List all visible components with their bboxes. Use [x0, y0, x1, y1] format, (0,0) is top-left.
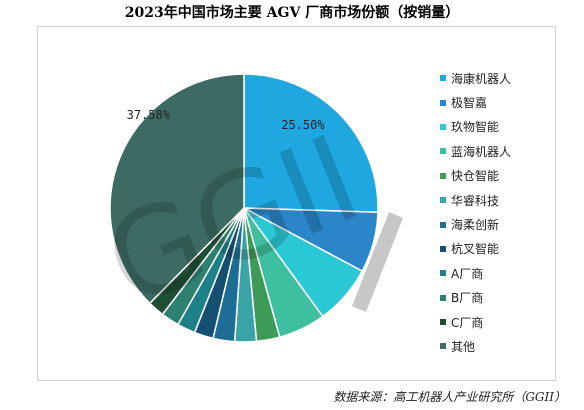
source-note: 数据来源：高工机器人产业研究所（GGII） — [333, 390, 566, 404]
legend-swatch — [440, 270, 446, 277]
legend-label: 海柔创新 — [451, 218, 500, 233]
legend-label: 海康机器人 — [451, 71, 512, 86]
legend-item-华睿科技: 华睿科技 — [440, 188, 550, 212]
legend-label: 快仓智能 — [451, 169, 500, 184]
legend-label: 玖物智能 — [451, 120, 500, 135]
legend-swatch — [440, 75, 446, 82]
legend-swatch — [440, 294, 446, 301]
legend-item-快仓智能: 快仓智能 — [440, 164, 550, 188]
legend-swatch — [440, 197, 446, 204]
legend-item-C厂商: C厂商 — [440, 310, 550, 334]
data-label-海康机器人: 25.50% — [281, 118, 325, 132]
legend-label: 极智嘉 — [451, 96, 488, 111]
legend-item-海康机器人: 海康机器人 — [440, 66, 550, 90]
legend-label: 其他 — [451, 339, 476, 354]
legend-item-B厂商: B厂商 — [440, 286, 550, 310]
legend-label: A厂商 — [451, 266, 484, 281]
legend: 海康机器人极智嘉玖物智能蓝海机器人快仓智能华睿科技海柔创新杭叉智能 A厂商 B厂商 C… — [440, 66, 550, 359]
legend-item-杭叉智能: 杭叉智能 — [440, 237, 550, 261]
watermark-stroke — [352, 212, 403, 312]
data-label-其他: 37.58% — [127, 108, 171, 122]
legend-swatch — [440, 172, 446, 179]
legend-swatch — [440, 245, 446, 252]
pie-slice-海康机器人 — [243, 73, 379, 214]
legend-swatch — [440, 319, 446, 326]
chart-title: 2023年中国市场主要 AGV 厂商市场份额（按销量） — [124, 5, 460, 21]
legend-item-玖物智能: 玖物智能 — [440, 115, 550, 139]
legend-label: 华睿科技 — [451, 193, 500, 208]
legend-swatch — [440, 221, 446, 228]
legend-item-海柔创新: 海柔创新 — [440, 212, 550, 236]
legend-item-其他: 其他 — [440, 334, 550, 358]
legend-swatch — [440, 123, 446, 130]
legend-item-极智嘉: 极智嘉 — [440, 90, 550, 114]
pie-slice-其他 — [109, 73, 245, 305]
legend-swatch — [440, 99, 446, 106]
legend-label: 杭叉智能 — [451, 242, 500, 257]
legend-swatch — [440, 343, 446, 350]
legend-label: C厂商 — [451, 315, 484, 330]
legend-swatch — [440, 148, 446, 155]
legend-item-蓝海机器人: 蓝海机器人 — [440, 139, 550, 163]
legend-item-A厂商: A厂商 — [440, 261, 550, 285]
legend-label: 蓝海机器人 — [451, 144, 512, 159]
legend-label: B厂商 — [451, 291, 484, 306]
